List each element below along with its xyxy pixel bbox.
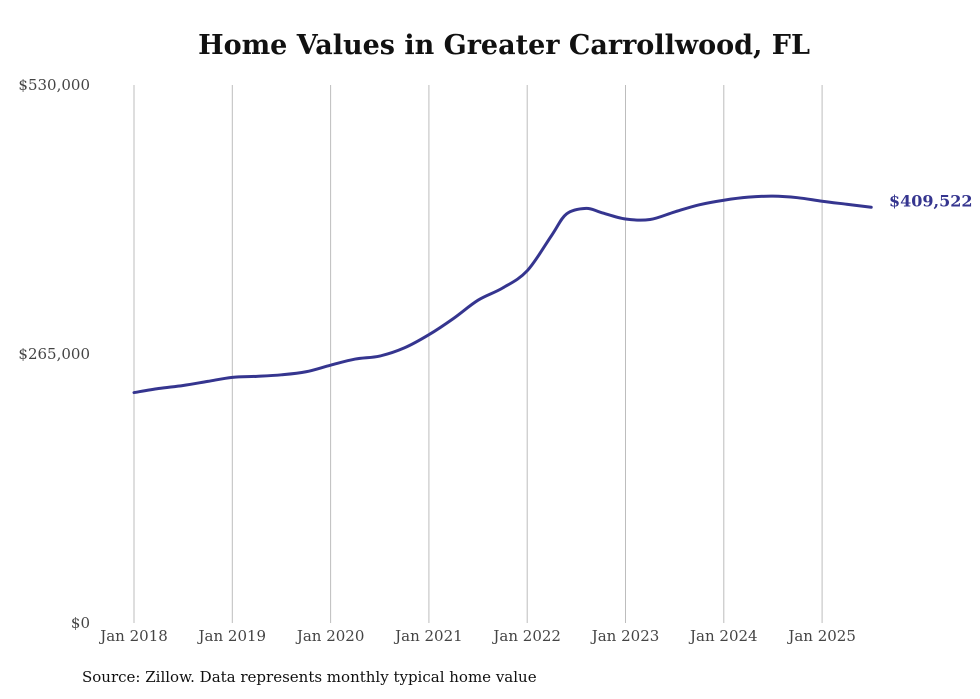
source-note: Source: Zillow. Data represents monthly …	[82, 668, 537, 686]
x-tick-label: Jan 2018	[98, 627, 168, 645]
x-tick-label: Jan 2025	[786, 627, 856, 645]
end-value-label: $409,522	[889, 191, 973, 210]
x-tick-label: Jan 2020	[295, 627, 365, 645]
y-axis-labels: $0 $265,000 $530,000	[18, 76, 90, 632]
y-tick-label: $0	[71, 614, 90, 632]
x-tick-label: Jan 2024	[688, 627, 758, 645]
y-tick-label: $265,000	[18, 345, 90, 363]
x-axis-labels: Jan 2018 Jan 2019 Jan 2020 Jan 2021 Jan 2022…	[98, 627, 856, 645]
gridlines	[133, 85, 823, 623]
x-tick-label: Jan 2019	[197, 627, 267, 645]
x-tick-label: Jan 2021	[393, 627, 463, 645]
series-group: $409,522	[132, 191, 973, 395]
x-tick-label: Jan 2023	[590, 627, 660, 645]
chart-title: Home Values in Greater Carrollwood, FL	[198, 30, 810, 61]
y-tick-label: $530,000	[18, 76, 90, 94]
x-tick-label: Jan 2022	[491, 627, 561, 645]
series-line	[132, 194, 873, 395]
